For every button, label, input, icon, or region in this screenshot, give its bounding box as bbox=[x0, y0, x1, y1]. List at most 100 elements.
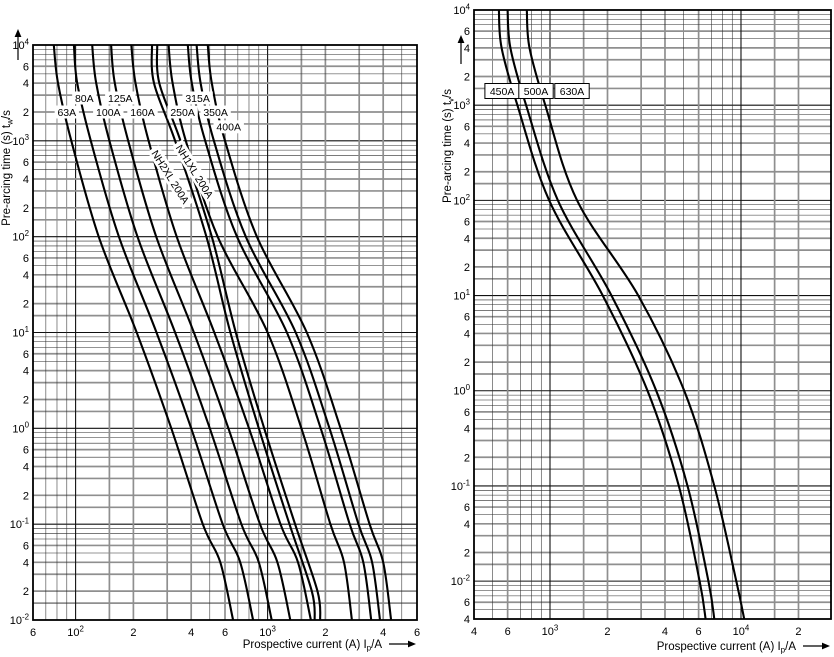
y-tick-label: 104 bbox=[453, 2, 470, 17]
tick-exp: 3 bbox=[554, 623, 559, 632]
curve-label-group: 315A bbox=[182, 91, 213, 105]
curves bbox=[497, 10, 746, 619]
title-sub: p bbox=[367, 644, 372, 653]
title-main: Prospective current (A) I bbox=[243, 639, 367, 651]
y-tick-label: 4 bbox=[464, 424, 470, 436]
y-tick-label: 102 bbox=[12, 229, 29, 244]
y-tick-label: 10-2 bbox=[451, 574, 470, 589]
y-tick-label: 2 bbox=[23, 490, 29, 502]
y-tick-label: 101 bbox=[12, 325, 29, 340]
y-axis-arrow-icon bbox=[14, 29, 22, 60]
curve-label-400A: 400A bbox=[216, 122, 241, 134]
tick-exp: 1 bbox=[466, 288, 470, 297]
title-main: Pre-arcing time (s) t bbox=[1, 124, 13, 226]
y-tick-label: 2 bbox=[23, 586, 29, 598]
y-tick-label: 10-2 bbox=[10, 612, 29, 627]
left-chart: 6102246103246104642103642102642101642100… bbox=[1, 29, 420, 653]
tick-exp: 3 bbox=[466, 98, 471, 107]
curve-label-group: 500A bbox=[518, 83, 554, 99]
x-tick-label: 6 bbox=[696, 626, 702, 638]
y-tick-label: 102 bbox=[453, 193, 470, 208]
curve-label-halo bbox=[54, 105, 79, 119]
y-tick-label: 2 bbox=[23, 203, 29, 215]
y-tick-label: 4 bbox=[464, 138, 470, 150]
curve-label-halo bbox=[72, 91, 97, 105]
tick-base: 10 bbox=[453, 291, 465, 303]
curve-label-group: 450A bbox=[484, 83, 520, 99]
x-tick-label: 6 bbox=[505, 626, 511, 638]
curve-label-group: 160A bbox=[127, 105, 158, 119]
y-tick-label: 4 bbox=[464, 328, 470, 340]
curve-label-630A: 630A bbox=[560, 86, 585, 98]
tick-base: 10 bbox=[453, 195, 465, 207]
curve-label-halo bbox=[105, 91, 136, 105]
y-tick-label: 4 bbox=[464, 43, 470, 55]
x-tick-label: 2 bbox=[322, 627, 328, 639]
curve-label-63A: 63A bbox=[57, 107, 76, 119]
tick-base: 10 bbox=[12, 423, 24, 435]
curve-label-halo bbox=[171, 139, 218, 204]
title-main: /A bbox=[371, 639, 382, 651]
curve-label-box bbox=[554, 83, 590, 99]
tick-base: 10 bbox=[12, 328, 24, 340]
x-tick-label: 104 bbox=[733, 623, 750, 638]
curve-label-halo bbox=[167, 105, 198, 119]
x-tick-label: 103 bbox=[259, 624, 276, 639]
y-tick-label: 4 bbox=[464, 519, 470, 531]
tick-base: 10 bbox=[259, 627, 271, 639]
y-tick-label: 2 bbox=[464, 72, 470, 84]
x-tick-label: 4 bbox=[471, 626, 477, 638]
tick-base: 10 bbox=[453, 5, 465, 17]
x-axis-title: Prospective current (A) Ip/A bbox=[657, 641, 797, 655]
y-tick-label: 6 bbox=[464, 407, 470, 419]
y-tick-label: 2 bbox=[23, 394, 29, 406]
title-sub: v bbox=[447, 98, 456, 102]
tick-exp: -2 bbox=[22, 612, 29, 621]
title-main: /s bbox=[1, 110, 13, 119]
tick-base: 10 bbox=[453, 386, 465, 398]
y-tick-label: 2 bbox=[23, 107, 29, 119]
y-tick-label: 6 bbox=[464, 312, 470, 324]
x-tick-label: 6 bbox=[222, 627, 228, 639]
y-tick-label: 6 bbox=[464, 502, 470, 514]
x-tick-label: 4 bbox=[188, 627, 194, 639]
tick-exp: 2 bbox=[25, 229, 29, 238]
curve-label-80A: 80A bbox=[75, 93, 94, 105]
curve-label-group: 250A bbox=[167, 105, 198, 119]
y-tick-label: 6 bbox=[464, 216, 470, 228]
tick-base: 10 bbox=[451, 576, 463, 588]
x-tick-label: 6 bbox=[30, 627, 36, 639]
tick-base: 10 bbox=[12, 136, 24, 148]
y-tick-label: 6 bbox=[23, 253, 29, 265]
title-main: /A bbox=[785, 641, 796, 653]
curve-label-group: 350A bbox=[200, 105, 231, 119]
tick-exp: 2 bbox=[80, 624, 84, 633]
x-tick-label: 2 bbox=[795, 626, 801, 638]
tick-base: 10 bbox=[12, 232, 24, 244]
curve-NH2XL-200A bbox=[150, 45, 316, 620]
curve-label-group: 125A bbox=[105, 91, 136, 105]
tick-exp: 4 bbox=[466, 2, 471, 11]
y-tick-label: 103 bbox=[12, 133, 29, 148]
y-tick-label: 4 bbox=[23, 366, 29, 378]
curve-450A bbox=[497, 10, 707, 619]
curve-label-100A: 100A bbox=[96, 107, 121, 119]
tick-exp: 0 bbox=[466, 383, 471, 392]
y-tick-label: 2 bbox=[23, 299, 29, 311]
tick-base: 10 bbox=[451, 481, 463, 493]
y-tick-label: 6 bbox=[23, 61, 29, 73]
y-tick-label: 100 bbox=[12, 421, 29, 436]
y-axis-title: Pre-arcing time (s) tv/s bbox=[442, 89, 456, 203]
curve-label-350A: 350A bbox=[203, 107, 228, 119]
tick-exp: -1 bbox=[463, 478, 470, 487]
x-tick-label: 103 bbox=[542, 623, 559, 638]
y-tick-label: 104 bbox=[12, 37, 29, 52]
y-tick-label: 4 bbox=[23, 461, 29, 473]
y-tick-label: 4 bbox=[464, 614, 470, 626]
y-axis-arrow-icon bbox=[457, 35, 465, 64]
curve-label-group: 100A bbox=[93, 105, 124, 119]
x-axis-arrow-icon bbox=[803, 642, 830, 650]
title-main: /s bbox=[442, 89, 454, 98]
